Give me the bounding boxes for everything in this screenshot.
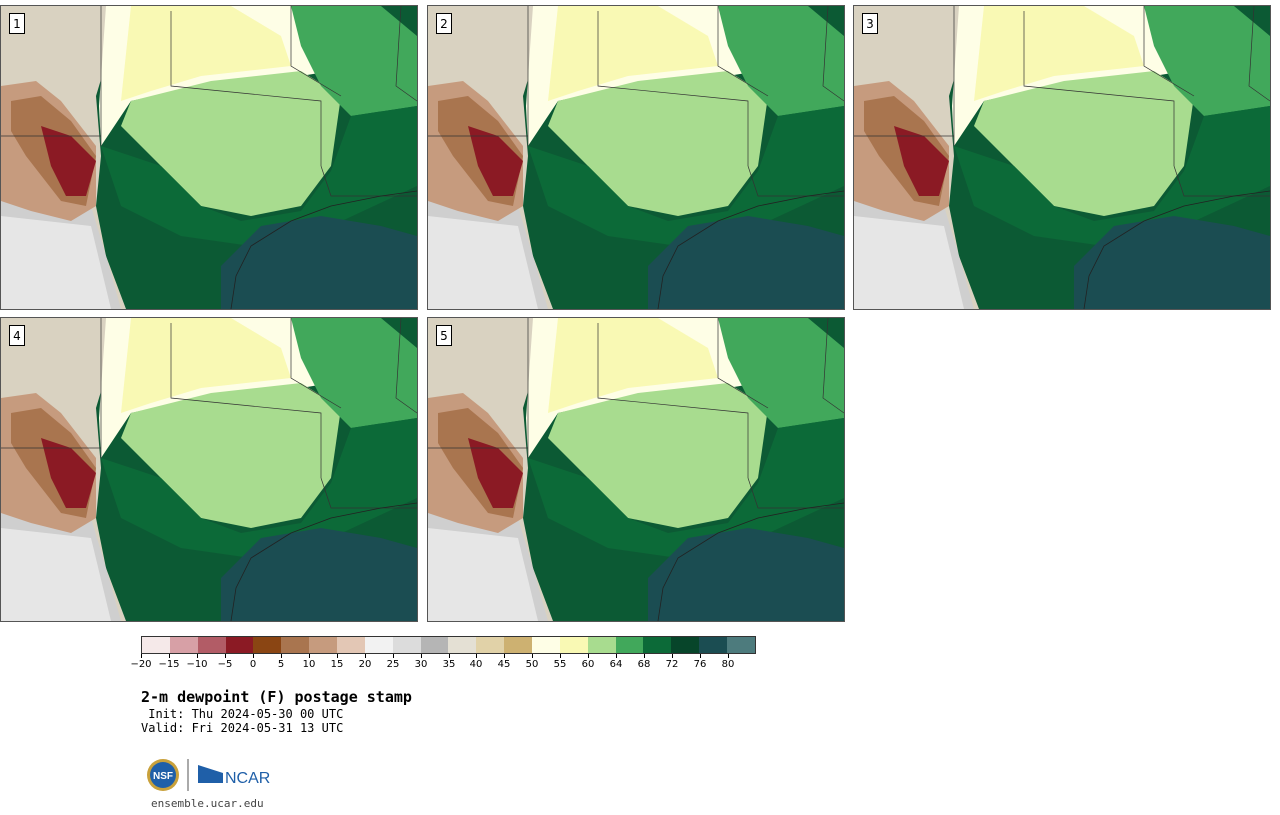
tick-label: 45	[497, 659, 511, 670]
colorbar-swatch	[699, 637, 728, 653]
tick-mark	[504, 654, 505, 658]
ensemble-member-panel-2: 2	[427, 5, 845, 310]
tick-label: 30	[414, 659, 428, 670]
tick-label: 60	[581, 659, 595, 670]
tick-label: 80	[721, 659, 735, 670]
colorbar-swatch	[615, 637, 644, 653]
colorbar-swatch	[476, 637, 505, 653]
tick-mark	[169, 654, 170, 658]
tick-label: 0	[249, 659, 257, 670]
ensemble-member-panel-4: 4	[0, 317, 418, 622]
colorbar-swatch	[142, 637, 170, 653]
tick-label: 15	[330, 659, 344, 670]
tick-mark	[337, 654, 338, 658]
member-label: 4	[9, 325, 25, 346]
colorbar-swatch	[392, 637, 421, 653]
tick-mark	[588, 654, 589, 658]
colorbar-swatch	[197, 637, 226, 653]
colorbar-swatch	[643, 637, 672, 653]
colorbar-swatch	[587, 637, 616, 653]
tick-mark	[728, 654, 729, 658]
colorbar-swatch	[225, 637, 254, 653]
colorbar-swatch	[281, 637, 310, 653]
tick-label: 20	[358, 659, 372, 670]
tick-label: 35	[442, 659, 456, 670]
colorbar-swatch	[504, 637, 533, 653]
tick-mark	[672, 654, 673, 658]
ensemble-member-panel-1: 1	[0, 5, 418, 310]
ensemble-member-panel-3: 3	[853, 5, 1271, 310]
tick-label: 40	[469, 659, 483, 670]
site-url: ensemble.ucar.edu	[151, 797, 264, 810]
tick-label: 55	[553, 659, 567, 670]
tick-label: −10	[186, 659, 208, 670]
tick-mark	[560, 654, 561, 658]
nsf-logo-icon: NSF	[147, 759, 179, 791]
colorbar-swatch	[169, 637, 198, 653]
tick-mark	[393, 654, 394, 658]
nsf-text: NSF	[153, 771, 173, 782]
colorbar-swatch	[420, 637, 449, 653]
colorbar-swatch	[337, 637, 365, 653]
colorbar-swatch	[671, 637, 700, 653]
tick-mark	[225, 654, 226, 658]
tick-mark	[616, 654, 617, 658]
tick-mark	[700, 654, 701, 658]
tick-label: 64	[609, 659, 623, 670]
tick-mark	[644, 654, 645, 658]
tick-label: 10	[302, 659, 316, 670]
member-label: 3	[862, 13, 878, 34]
tick-label: 72	[665, 659, 679, 670]
tick-mark	[197, 654, 198, 658]
tick-mark	[476, 654, 477, 658]
ncar-logo-icon: NCAR	[198, 765, 270, 787]
colorbar	[141, 636, 756, 654]
init-time: Init: Thu 2024-05-30 00 UTC	[141, 707, 344, 721]
colorbar-swatch	[364, 637, 393, 653]
tick-label: −15	[158, 659, 180, 670]
colorbar-swatch	[448, 637, 477, 653]
tick-label: 76	[693, 659, 707, 670]
colorbar-swatch	[309, 637, 338, 653]
member-label: 5	[436, 325, 452, 346]
tick-label: −5	[217, 659, 233, 670]
tick-label: −20	[130, 659, 152, 670]
tick-mark	[253, 654, 254, 658]
tick-mark	[309, 654, 310, 658]
colorbar-swatch	[559, 637, 588, 653]
tick-label: 5	[277, 659, 285, 670]
tick-label: 68	[637, 659, 651, 670]
colorbar-swatch	[532, 637, 560, 653]
tick-mark	[532, 654, 533, 658]
colorbar-swatch	[727, 637, 755, 653]
valid-time: Valid: Fri 2024-05-31 13 UTC	[141, 721, 344, 735]
ensemble-member-panel-5: 5	[427, 317, 845, 622]
ncar-text: NCAR	[225, 770, 270, 787]
tick-label: 25	[386, 659, 400, 670]
page-title: 2-m dewpoint (F) postage stamp	[141, 688, 412, 706]
logos: NSF NCAR	[147, 759, 270, 791]
tick-label: 50	[525, 659, 539, 670]
tick-mark	[421, 654, 422, 658]
tick-mark	[281, 654, 282, 658]
member-label: 1	[9, 13, 25, 34]
tick-mark	[141, 654, 142, 658]
tick-mark	[365, 654, 366, 658]
colorbar-ticks: −20 −15 −10 −5 0 5 10 15 20 25 30 35 40 45 50 55 60 64 68 7…	[130, 654, 756, 674]
tick-mark	[449, 654, 450, 658]
member-label: 2	[436, 13, 452, 34]
colorbar-swatch	[253, 637, 282, 653]
